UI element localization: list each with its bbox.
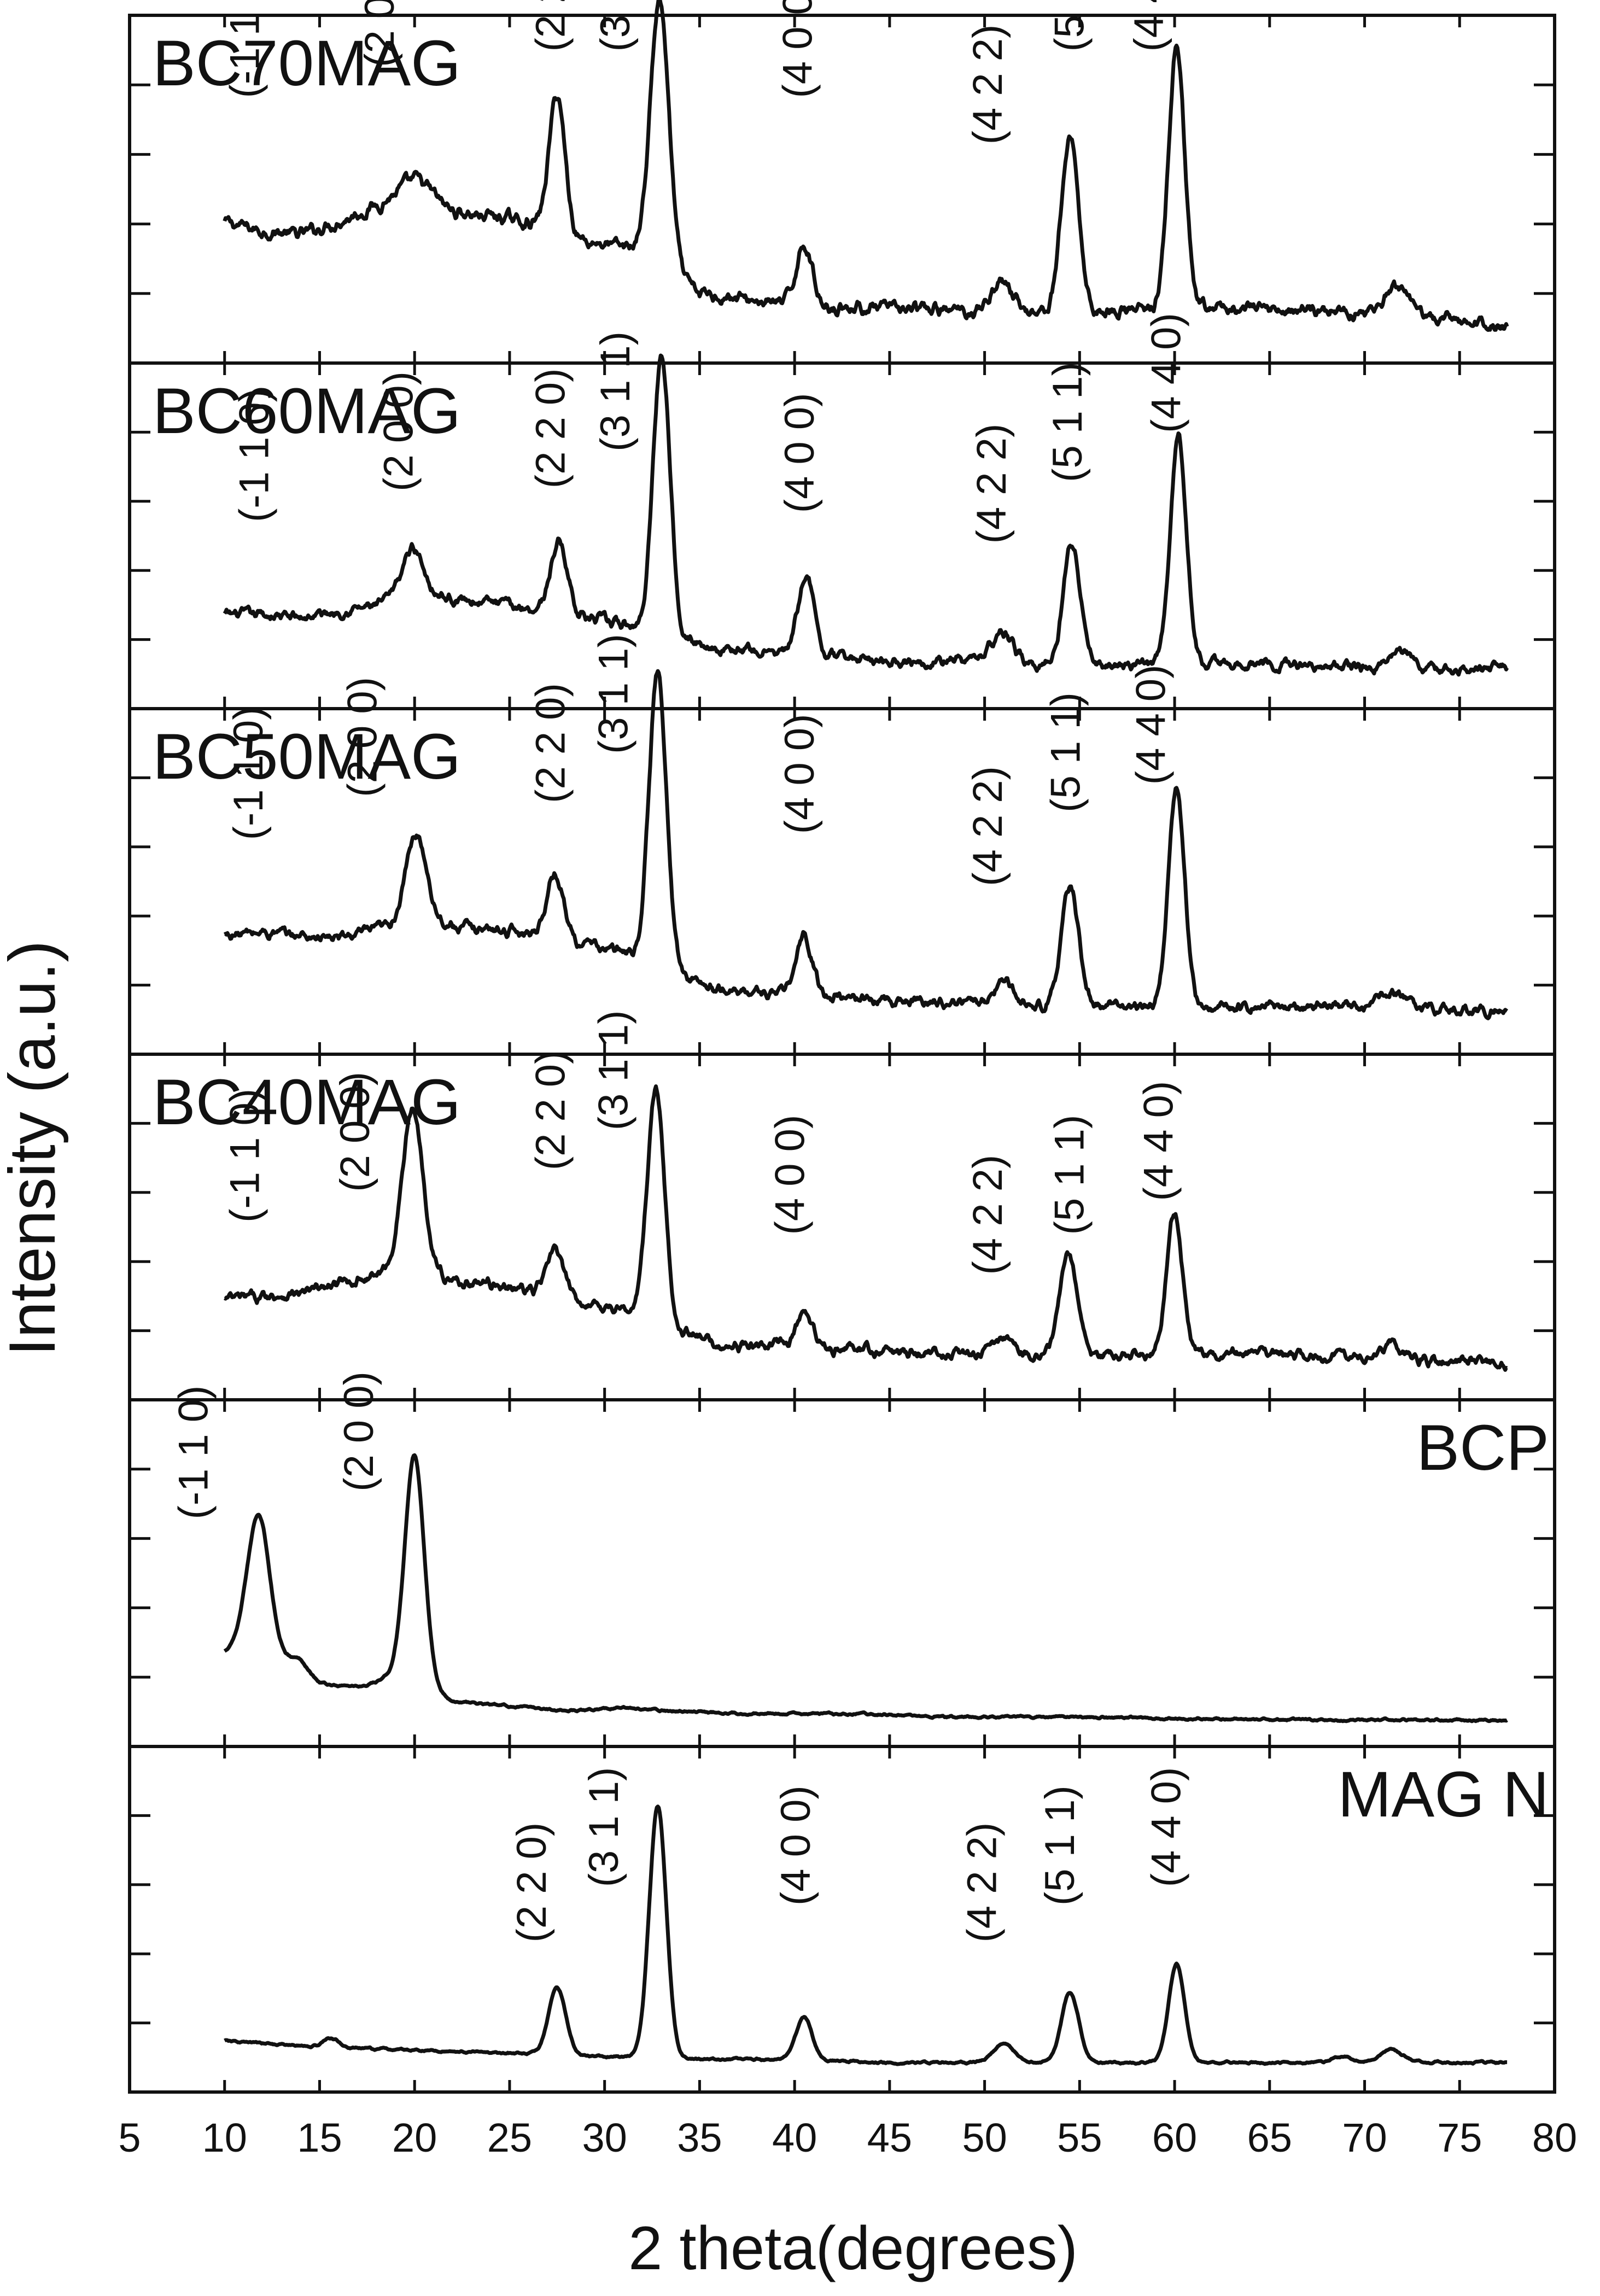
peak-annotation: (4 4 0) bbox=[1143, 313, 1190, 433]
peak-annotation: (4 2 2) bbox=[968, 424, 1015, 544]
xrd-series-line bbox=[223, 0, 1509, 332]
peak-annotation: (5 1 1) bbox=[1044, 362, 1091, 482]
x-tick-label: 35 bbox=[677, 2115, 722, 2160]
panel-label: BC60MAG bbox=[153, 375, 461, 447]
x-tick-label: 10 bbox=[202, 2115, 247, 2160]
xrd-series-line bbox=[223, 353, 1509, 677]
x-tick-label: 15 bbox=[297, 2115, 342, 2160]
peak-annotation: (3 1 1) bbox=[592, 331, 639, 452]
peak-annotation: (2 2 0) bbox=[528, 369, 574, 489]
x-tick-label: 25 bbox=[487, 2115, 532, 2160]
peak-annotation: (-1 1 0) bbox=[221, 1089, 268, 1223]
x-axis-label: 2 theta(degrees) bbox=[628, 2214, 1078, 2282]
panel-label: BC50MAG bbox=[153, 721, 461, 793]
peak-annotation: (4 2 2) bbox=[965, 766, 1011, 886]
xrd-series-line bbox=[223, 1453, 1508, 1724]
panel-frame bbox=[128, 1745, 1556, 2094]
peak-annotation: (4 4 0) bbox=[1128, 665, 1175, 785]
x-tick-label: 5 bbox=[118, 2115, 141, 2160]
peak-annotation: (-1 1 0) bbox=[221, 0, 268, 98]
x-tick-label: 50 bbox=[962, 2115, 1007, 2160]
peak-annotation: (-1 1 0) bbox=[171, 1386, 217, 1520]
panel-bc70mag: BC70MAG(-1 1 0) (2 0 0) (2 2 0) (3 1 1) (4 0… bbox=[128, 0, 1556, 365]
peak-annotation: (-1 1 0) bbox=[225, 706, 272, 840]
x-axis: 5 10 15 20 25 30 35 40 45 50 55 60 65 70 75 80 bbox=[118, 2115, 1577, 2160]
y-axis-label: Intensity (a.u.) bbox=[0, 940, 69, 1356]
x-tick-label: 80 bbox=[1532, 2115, 1577, 2160]
peak-annotation: (4 2 2) bbox=[965, 1155, 1011, 1275]
peak-annotation: (5 1 1) bbox=[1046, 0, 1093, 52]
x-tick-label: 65 bbox=[1247, 2115, 1292, 2160]
peak-annotation: (2 0 0) bbox=[376, 371, 422, 492]
panel-label: MAG N bbox=[1338, 1758, 1549, 1831]
x-tick-label: 30 bbox=[582, 2115, 627, 2160]
peak-annotation: (4 4 0) bbox=[1126, 0, 1172, 52]
peak-annotation: (2 2 0) bbox=[528, 683, 574, 803]
peak-annotation: (2 2 0) bbox=[509, 1822, 555, 1943]
peak-annotation: (3 1 1) bbox=[590, 1010, 637, 1131]
peak-annotation: (4 0 0) bbox=[776, 393, 823, 513]
x-tick-label: 20 bbox=[392, 2115, 437, 2160]
peak-annotation: (2 0 0) bbox=[340, 677, 386, 797]
peak-annotation: (4 0 0) bbox=[773, 1785, 819, 1906]
panel-label: BC70MAG bbox=[153, 27, 461, 100]
x-tick-label: 45 bbox=[867, 2115, 912, 2160]
panel-bc60mag: BC60MAG(-1 1 0) (2 0 0) (2 2 0) (3 1 1) (4 0… bbox=[128, 313, 1556, 710]
peak-annotation: (2 0 0) bbox=[332, 1072, 378, 1192]
peak-annotation: (4 0 0) bbox=[774, 0, 821, 98]
panel-label: BC40MAG bbox=[153, 1066, 461, 1138]
panel-label: BCP bbox=[1416, 1412, 1549, 1484]
x-tick-label: 55 bbox=[1057, 2115, 1102, 2160]
panels-layer: BC70MAG(-1 1 0)(2 0 0)(2 2 0)(3 1 1)(4 0… bbox=[128, 0, 1556, 2094]
peak-annotation: (4 2 2) bbox=[965, 25, 1011, 145]
peak-annotation: (2 0 0) bbox=[357, 0, 403, 67]
panel-bc40mag: BC40MAG(-1 1 0) (2 0 0) (2 2 0) (3 1 1) (4 0… bbox=[128, 1010, 1556, 1401]
x-tick-label: 40 bbox=[772, 2115, 817, 2160]
xrd-series-line bbox=[223, 669, 1509, 1020]
xrd-series-line bbox=[224, 1804, 1508, 2066]
peak-annotation: (3 1 1) bbox=[581, 1767, 627, 1888]
peak-annotation: (5 1 1) bbox=[1046, 1115, 1093, 1235]
panel-bcp: BCP (-1 1 0) (2 0 0) bbox=[128, 1371, 1556, 1748]
peak-annotation: (3 1 1) bbox=[590, 634, 637, 754]
peak-annotation: (4 2 2) bbox=[959, 1822, 1005, 1943]
peak-annotation: (3 1 1) bbox=[592, 0, 639, 52]
panel-mag-n: MAG N (2 2 0) (3 1 1) (4 0 0) (4 2 2) (5 1 1)… bbox=[128, 1745, 1556, 2094]
x-tick-label: 60 bbox=[1152, 2115, 1197, 2160]
peak-annotation: (2 0 0) bbox=[336, 1371, 382, 1492]
peak-annotation: (4 0 0) bbox=[776, 714, 823, 834]
peak-annotation: (2 2 0) bbox=[528, 1050, 574, 1171]
peak-annotation: (4 4 0) bbox=[1136, 1081, 1182, 1201]
peak-annotation: (2 2 0) bbox=[528, 0, 574, 52]
peak-annotation: (5 1 1) bbox=[1037, 1785, 1083, 1906]
x-tick-label: 75 bbox=[1437, 2115, 1482, 2160]
x-tick-label: 70 bbox=[1342, 2115, 1387, 2160]
peak-annotation: (5 1 1) bbox=[1042, 692, 1089, 813]
peak-annotation: (-1 1 0) bbox=[231, 388, 278, 522]
peak-annotation: (4 4 0) bbox=[1143, 1767, 1190, 1888]
peak-annotation: (4 0 0) bbox=[767, 1115, 814, 1235]
panel-bc50mag: BC50MAG(-1 1 0) (2 0 0) (2 2 0) (3 1 1) (4 0… bbox=[128, 634, 1556, 1056]
xrd-series-line bbox=[224, 1084, 1508, 1372]
